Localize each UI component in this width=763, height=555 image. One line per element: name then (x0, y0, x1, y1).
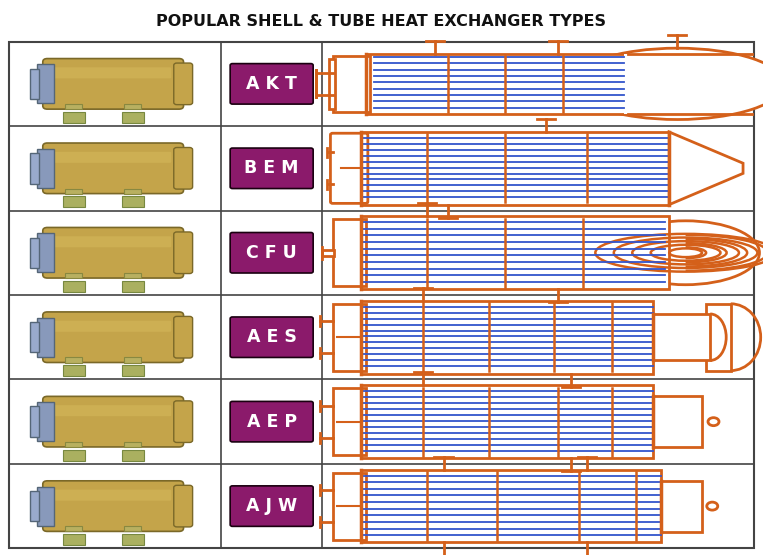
Bar (63, 365, 85, 376)
Text: POPULAR SHELL & TUBE HEAT EXCHANGER TYPES: POPULAR SHELL & TUBE HEAT EXCHANGER TYPE… (156, 13, 607, 29)
FancyBboxPatch shape (53, 405, 171, 416)
Bar (65, 104, 82, 109)
Circle shape (707, 502, 718, 510)
FancyBboxPatch shape (174, 63, 192, 105)
Ellipse shape (571, 48, 763, 119)
Bar (63, 112, 85, 123)
Text: vesyen.com: vesyen.com (89, 238, 141, 259)
Bar (124, 442, 141, 447)
Bar (37, 402, 53, 441)
Bar (124, 273, 141, 278)
Ellipse shape (612, 221, 759, 285)
Bar (362, 301, 653, 374)
Text: vesyen.com: vesyen.com (89, 69, 141, 90)
Bar (333, 219, 365, 286)
Bar (323, 250, 333, 256)
FancyBboxPatch shape (53, 152, 171, 163)
FancyBboxPatch shape (174, 148, 192, 189)
Circle shape (708, 418, 719, 426)
Bar (333, 473, 365, 539)
Bar (333, 56, 369, 112)
Bar (63, 450, 85, 461)
Bar (653, 396, 702, 447)
FancyBboxPatch shape (43, 228, 184, 278)
FancyBboxPatch shape (230, 486, 313, 526)
FancyBboxPatch shape (230, 401, 313, 442)
Bar (653, 314, 710, 360)
Bar (37, 233, 53, 272)
FancyBboxPatch shape (230, 233, 313, 273)
Text: A E S: A E S (246, 328, 297, 346)
Text: vesyen.com: vesyen.com (89, 491, 141, 513)
Text: C F U: C F U (246, 244, 297, 262)
Bar (31, 69, 39, 99)
Bar (122, 534, 144, 545)
Bar (333, 304, 365, 371)
Bar (124, 526, 141, 532)
FancyBboxPatch shape (230, 317, 313, 357)
Bar (31, 406, 39, 437)
Bar (365, 54, 628, 114)
Text: vesyen.com: vesyen.com (89, 406, 141, 428)
Bar (124, 104, 141, 109)
Bar (65, 273, 82, 278)
Polygon shape (669, 132, 743, 205)
Bar (362, 470, 661, 542)
Bar (63, 534, 85, 545)
Bar (31, 322, 39, 352)
Bar (65, 442, 82, 447)
FancyBboxPatch shape (174, 316, 192, 358)
Bar (122, 281, 144, 291)
Bar (65, 526, 82, 532)
Bar (31, 238, 39, 268)
FancyBboxPatch shape (43, 59, 184, 109)
FancyBboxPatch shape (330, 133, 368, 203)
FancyBboxPatch shape (53, 67, 171, 78)
Bar (37, 318, 53, 357)
FancyBboxPatch shape (43, 143, 184, 194)
FancyBboxPatch shape (174, 232, 192, 274)
FancyBboxPatch shape (230, 148, 313, 189)
Bar (329, 59, 335, 109)
Bar (31, 491, 39, 521)
Bar (63, 281, 85, 291)
Bar (333, 388, 365, 455)
Bar (362, 385, 653, 458)
FancyBboxPatch shape (53, 236, 171, 248)
Bar (65, 189, 82, 194)
Text: A J W: A J W (246, 497, 298, 515)
Bar (37, 64, 53, 103)
FancyBboxPatch shape (43, 312, 184, 362)
Bar (706, 304, 731, 371)
Bar (63, 196, 85, 207)
Bar (37, 149, 53, 188)
Text: A K T: A K T (246, 75, 297, 93)
Bar (362, 132, 669, 205)
Text: vesyen.com: vesyen.com (89, 322, 141, 344)
Bar (65, 357, 82, 362)
Bar (124, 189, 141, 194)
Bar (122, 196, 144, 207)
Bar (31, 153, 39, 184)
Bar (122, 450, 144, 461)
Bar (122, 112, 144, 123)
Bar (122, 365, 144, 376)
Bar (661, 481, 702, 532)
Bar (124, 357, 141, 362)
FancyBboxPatch shape (53, 490, 171, 501)
Bar (37, 487, 53, 526)
Bar (362, 216, 669, 289)
FancyBboxPatch shape (230, 64, 313, 104)
Text: A E P: A E P (246, 413, 297, 431)
Bar (624, 54, 665, 114)
FancyBboxPatch shape (174, 485, 192, 527)
Text: vesyen.com: vesyen.com (89, 153, 141, 175)
FancyBboxPatch shape (43, 481, 184, 531)
FancyBboxPatch shape (174, 401, 192, 442)
Text: B E M: B E M (244, 159, 299, 177)
FancyBboxPatch shape (53, 321, 171, 332)
FancyBboxPatch shape (43, 396, 184, 447)
